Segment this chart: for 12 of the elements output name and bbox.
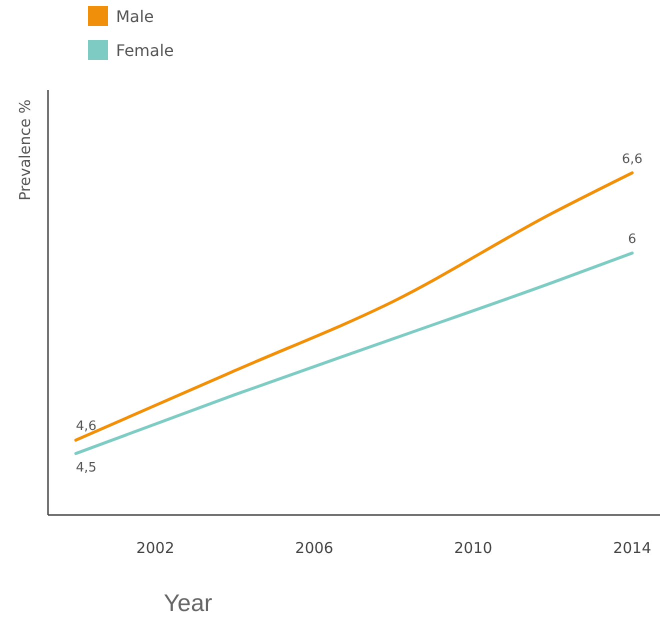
x-tick-label: 2014	[613, 539, 652, 557]
data-label: 6,6	[622, 152, 643, 167]
data-label: 4,6	[76, 419, 97, 434]
data-label: 4,5	[76, 460, 97, 476]
x-tick-label: 2006	[295, 539, 334, 557]
legend-label: Male	[116, 7, 154, 26]
x-axis-title: Year	[164, 590, 212, 617]
x-tick-label: 2010	[454, 539, 492, 557]
legend-label: Female	[116, 41, 174, 60]
x-tick-label: 2002	[136, 539, 174, 557]
y-axis-title: Prevalence %	[16, 99, 34, 201]
data-label: 6	[628, 232, 636, 248]
